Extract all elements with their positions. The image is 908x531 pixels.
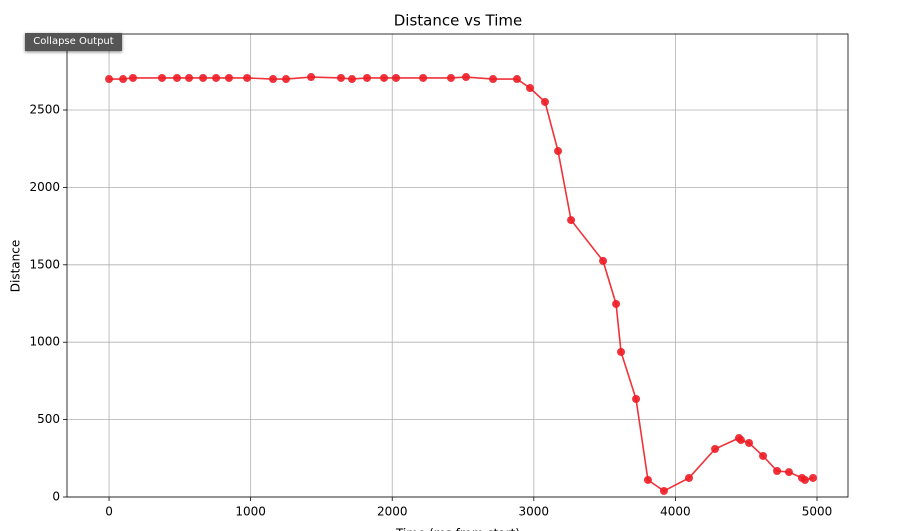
data-point	[745, 438, 754, 447]
plot-frame	[66, 33, 849, 498]
data-point	[269, 75, 278, 84]
data-point	[684, 473, 693, 482]
data-point	[643, 475, 652, 484]
data-point	[461, 73, 470, 82]
data-point	[392, 73, 401, 82]
x-tick-label: 1000	[235, 505, 266, 519]
data-point	[489, 75, 498, 84]
y-tick-label: 500	[37, 412, 60, 426]
x-tick-label: 5000	[802, 505, 833, 519]
data-point	[224, 73, 233, 82]
data-point	[659, 486, 668, 495]
data-point	[554, 147, 563, 156]
data-point	[307, 73, 316, 82]
data-point	[525, 84, 534, 93]
x-tick-label: 3000	[519, 505, 550, 519]
data-point	[512, 75, 521, 84]
data-point	[599, 256, 608, 265]
y-axis-label: Distance	[9, 240, 23, 292]
data-point	[612, 299, 621, 308]
data-point	[419, 73, 428, 82]
data-point	[809, 473, 818, 482]
data-point	[119, 75, 128, 84]
data-point	[784, 468, 793, 477]
data-point	[158, 73, 167, 82]
x-axis-label: Time (ms from start)	[395, 527, 520, 531]
data-point	[617, 347, 626, 356]
data-point	[212, 73, 221, 82]
data-point	[336, 73, 345, 82]
data-point	[800, 475, 809, 484]
data-point	[380, 73, 389, 82]
y-tick-label: 0	[52, 490, 60, 504]
x-tick-label: 4000	[660, 505, 691, 519]
data-point	[173, 73, 182, 82]
collapse-output-button[interactable]: Collapse Output	[25, 33, 122, 51]
data-point	[185, 73, 194, 82]
data-point	[105, 75, 114, 84]
chart-title: Distance vs Time	[394, 12, 523, 30]
data-point	[243, 73, 252, 82]
x-tick-label: 0	[105, 505, 113, 519]
data-point	[541, 97, 550, 106]
data-line	[109, 76, 814, 492]
data-point	[446, 73, 455, 82]
y-tick-label: 2000	[29, 180, 60, 194]
data-point	[711, 445, 720, 454]
data-point	[567, 216, 576, 225]
data-point	[773, 466, 782, 475]
data-point	[736, 436, 745, 445]
data-point	[282, 75, 291, 84]
data-point	[199, 73, 208, 82]
data-point	[128, 73, 137, 82]
data-point	[363, 73, 372, 82]
y-tick-label: 1500	[29, 257, 60, 271]
y-tick-label: 2500	[29, 103, 60, 117]
data-point	[348, 75, 357, 84]
data-point	[759, 451, 768, 460]
x-tick-label: 2000	[377, 505, 408, 519]
data-point	[632, 395, 641, 404]
y-tick-label: 1000	[29, 335, 60, 349]
